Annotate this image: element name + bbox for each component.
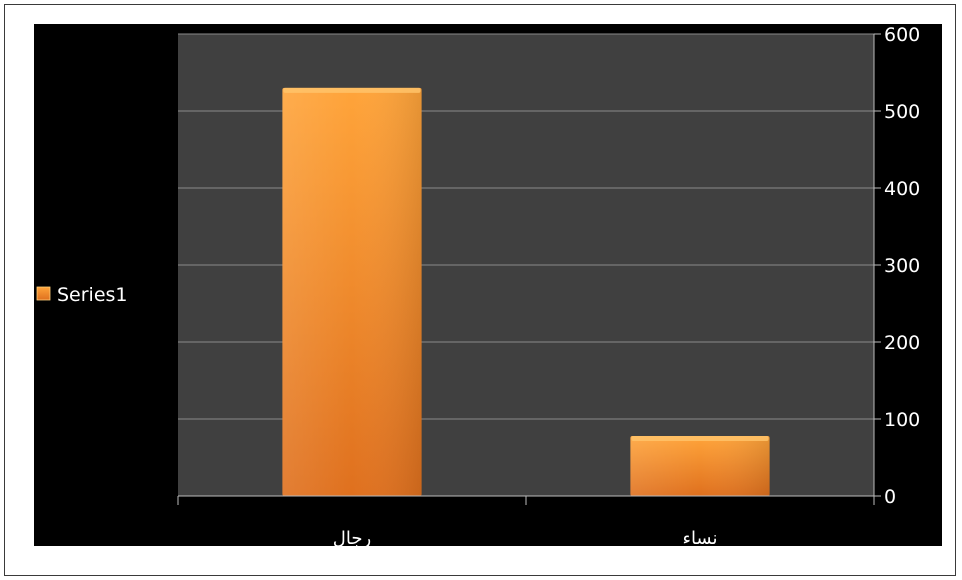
legend: Series1 — [36, 284, 128, 306]
bar-top-bevel — [631, 435, 769, 441]
bars — [282, 87, 770, 497]
y-tick-label: 500 — [884, 101, 920, 123]
bar-shading — [630, 435, 770, 496]
axes — [177, 33, 881, 505]
x-category-label: نساء — [682, 528, 717, 549]
y-tick-label: 0 — [884, 486, 896, 508]
y-tick-label: 100 — [884, 409, 920, 431]
y-tick-labels: 0 100 200 300 400 500 600 — [884, 24, 920, 508]
y-tick-label: 300 — [884, 255, 920, 277]
x-category-label: رجال — [333, 528, 371, 549]
y-tick-label: 200 — [884, 332, 920, 354]
legend-swatch-series1 — [36, 286, 51, 301]
bar-shading — [282, 87, 422, 497]
x-category-labels: رجال نساء — [333, 528, 718, 549]
bar-top-bevel — [283, 87, 421, 93]
y-tick-label: 400 — [884, 178, 920, 200]
legend-label-series1: Series1 — [57, 284, 128, 306]
y-tick-label: 600 — [884, 24, 920, 46]
